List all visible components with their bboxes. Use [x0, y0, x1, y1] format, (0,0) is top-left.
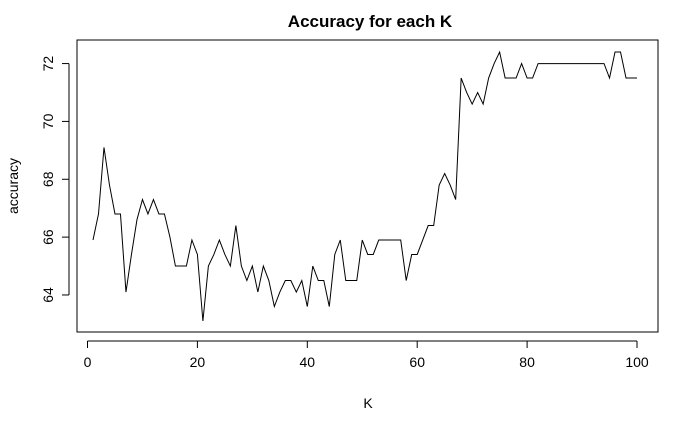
x-tick-label: 20: [190, 354, 206, 370]
x-tick-label: 0: [84, 354, 92, 370]
x-tick-label: 80: [519, 354, 535, 370]
y-tick-label: 68: [40, 171, 56, 187]
plot-frame: [76, 39, 659, 333]
series-layer: [92, 50, 637, 322]
accuracy-line: [92, 50, 637, 322]
y-axis-label: accuracy: [5, 158, 21, 214]
y-tick-label: 72: [40, 56, 56, 72]
chart-title: Accuracy for each K: [288, 12, 453, 31]
x-tick-label: 100: [625, 354, 649, 370]
x-tick-label: 60: [409, 354, 425, 370]
y-tick-label: 64: [40, 287, 56, 303]
y-tick-label: 70: [40, 113, 56, 129]
x-axis-label: K: [363, 395, 373, 411]
x-tick-label: 40: [300, 354, 316, 370]
y-axis: 64 66 68 70 72: [40, 56, 70, 303]
x-axis: 0 20 40 60 80 100: [84, 340, 649, 370]
y-tick-label: 66: [40, 229, 56, 245]
